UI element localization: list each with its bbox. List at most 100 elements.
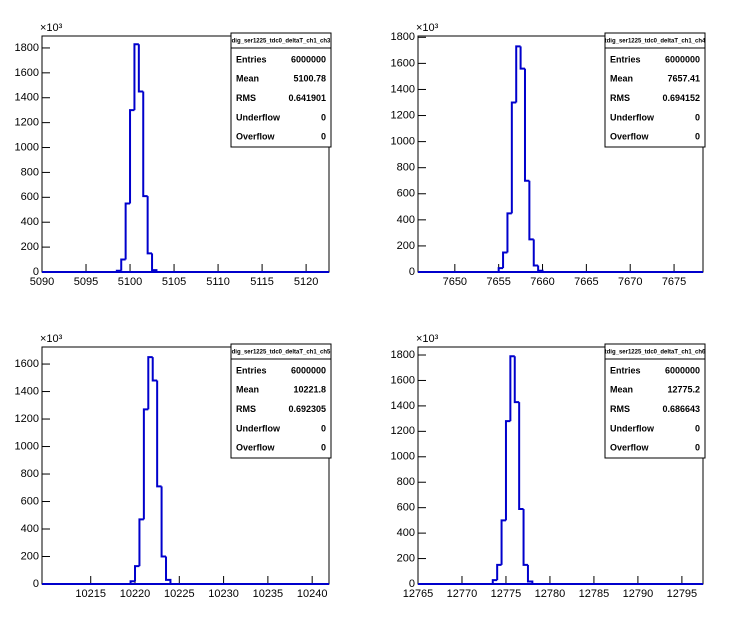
stats-box <box>604 343 706 459</box>
stats-value: 0.694152 <box>662 93 700 103</box>
histogram-bin <box>510 101 517 214</box>
stats-label: Entries <box>236 365 267 375</box>
stats-label: Underflow <box>610 423 655 433</box>
x-tick-label: 12770 <box>447 588 478 600</box>
y-tick-label: 800 <box>21 166 39 178</box>
histogram-bin <box>138 518 144 567</box>
y-tick-label: 200 <box>397 552 415 564</box>
x-tick-label: 10235 <box>253 588 284 600</box>
y-tick-label: 800 <box>397 476 415 488</box>
y-tick-label: 1400 <box>391 400 415 412</box>
histogram-bin <box>147 356 153 410</box>
y-tick-label: 0 <box>409 266 415 278</box>
stats-label: RMS <box>610 404 630 414</box>
stats-value: 0 <box>695 112 700 122</box>
y-tick-label: 400 <box>397 527 415 539</box>
y-tick-label: 600 <box>397 502 415 514</box>
x-tick-label: 5115 <box>250 276 274 288</box>
stats-value: 0 <box>321 132 326 142</box>
histogram-bin <box>528 180 534 241</box>
stats-label: Mean <box>236 74 259 84</box>
stats-value: 6000000 <box>291 365 326 375</box>
x-tick-label: 10240 <box>297 588 328 600</box>
y-tick-label: 200 <box>397 240 415 252</box>
y-tick-label: 1200 <box>15 117 39 129</box>
histogram-bin <box>156 380 162 488</box>
x-tick-label: 5110 <box>206 276 230 288</box>
histogram-bin <box>532 239 539 267</box>
histogram-bin <box>537 265 544 272</box>
histogram-bin <box>120 258 126 271</box>
histogram-bin <box>160 486 167 558</box>
histogram-bin <box>124 202 131 260</box>
stats-value: 0.692305 <box>288 404 326 414</box>
stats-value: 6000000 <box>291 54 326 64</box>
histogram-bin <box>151 357 158 382</box>
stats-value: 6000000 <box>665 365 700 375</box>
x-tick-label: 10230 <box>208 588 239 600</box>
y-tick-label: 800 <box>21 468 39 480</box>
histogram-bin <box>519 46 525 70</box>
x-tick-label: 12780 <box>535 588 566 600</box>
histogram-bin <box>523 68 530 182</box>
histogram-bin <box>115 269 122 272</box>
x-tick-label: 12795 <box>667 588 698 600</box>
stats-box <box>230 343 332 459</box>
histogram-bin <box>526 564 534 584</box>
histogram-bin <box>509 355 515 422</box>
histogram-bin <box>496 563 502 581</box>
stats-value: 0.686643 <box>662 404 700 414</box>
histogram-bin <box>165 556 172 584</box>
y-multiplier: ×10³ <box>40 333 63 345</box>
stats-title: dig_ser1225_tdc0_deltaT_ch1_ch5 <box>232 350 331 356</box>
y-tick-label: 1200 <box>391 109 415 121</box>
y-tick-label: 1600 <box>15 358 39 370</box>
stats-label: Overflow <box>610 132 650 142</box>
y-multiplier: ×10³ <box>416 333 439 345</box>
histogram-bin <box>502 251 508 269</box>
y-tick-label: 400 <box>21 523 39 535</box>
x-tick-label: 10215 <box>75 588 106 600</box>
histogram-bin <box>500 519 506 565</box>
x-tick-label: 5120 <box>294 276 318 288</box>
x-tick-label: 10225 <box>164 588 195 600</box>
stats-label: Overflow <box>610 443 650 453</box>
x-tick-label: 12785 <box>579 588 610 600</box>
stats-value: 0.641901 <box>288 93 326 103</box>
x-tick-label: 5090 <box>30 276 54 288</box>
histogram-bin <box>133 43 139 111</box>
histogram-bin <box>137 44 144 93</box>
y-tick-label: 400 <box>21 216 39 228</box>
x-tick-label: 12775 <box>491 588 522 600</box>
y-tick-label: 1600 <box>15 67 39 79</box>
y-tick-label: 1800 <box>15 42 39 54</box>
x-tick-label: 5100 <box>118 276 142 288</box>
stats-label: Overflow <box>236 443 276 453</box>
histogram-bin <box>515 45 521 103</box>
histogram-bin <box>522 508 528 566</box>
stats-label: RMS <box>236 93 256 103</box>
stats-value: 10221.8 <box>293 385 326 395</box>
stats-value: 12775.2 <box>667 385 700 395</box>
stats-label: RMS <box>610 93 630 103</box>
x-tick-label: 7665 <box>574 276 598 288</box>
stats-value: 0 <box>321 423 326 433</box>
stats-label: RMS <box>236 404 256 414</box>
histogram-bin <box>142 91 148 198</box>
stats-title: tdig_ser1225_tdc0_deltaT_ch1_ch6 <box>605 350 706 356</box>
stats-value: 0 <box>321 443 326 453</box>
stats-label: Entries <box>236 54 267 64</box>
histogram-bin <box>129 580 136 584</box>
y-tick-label: 1400 <box>391 83 415 95</box>
y-tick-label: 1600 <box>391 57 415 69</box>
y-tick-label: 200 <box>21 241 39 253</box>
histogram-bin <box>518 402 524 510</box>
stats-label: Mean <box>610 74 633 84</box>
stats-label: Underflow <box>236 112 281 122</box>
y-tick-label: 1400 <box>15 92 39 104</box>
histogram-bin <box>151 253 158 272</box>
y-tick-label: 1400 <box>15 385 39 397</box>
x-tick-label: 7660 <box>530 276 554 288</box>
x-tick-label: 7650 <box>443 276 467 288</box>
